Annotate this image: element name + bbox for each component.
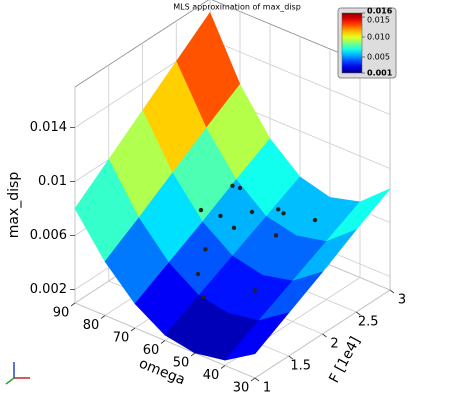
sample-point — [273, 233, 279, 238]
axis-triad — [5, 362, 30, 385]
chart-title: MLS approximation of max_disp — [173, 3, 301, 12]
tick-mark — [130, 327, 136, 332]
x-tick-label: 30 — [233, 381, 250, 396]
tick-mark — [250, 377, 256, 382]
sample-point — [201, 294, 206, 300]
sample-point — [312, 217, 318, 223]
x-tick-label: 50 — [173, 356, 190, 371]
sample-point — [249, 209, 255, 215]
z-tick-label: 0.01 — [38, 174, 67, 189]
z-tick-label: 0.002 — [30, 282, 67, 297]
z-tick-label: 0.014 — [30, 120, 67, 135]
x-tick-label: 90 — [53, 306, 70, 321]
y-tick-label: 1 — [263, 381, 271, 396]
colorbar-label: 0.015 — [367, 16, 390, 25]
z-axis-label: max_disp — [6, 172, 22, 239]
tick-mark — [160, 340, 166, 344]
tick-mark — [322, 333, 327, 338]
colorbar-label: 0.001 — [367, 69, 393, 78]
z-tick-label: 0.006 — [30, 228, 67, 243]
x-tick-label: 60 — [143, 343, 160, 358]
sample-point — [195, 271, 201, 277]
tick-mark — [254, 377, 260, 382]
sample-point — [198, 207, 204, 213]
sample-point — [276, 207, 281, 212]
sample-point — [252, 288, 258, 293]
colorbar — [341, 12, 363, 74]
colorbar-label: 0.016 — [367, 7, 393, 16]
sample-point — [281, 211, 286, 216]
colorbar-label: 0.005 — [367, 53, 390, 62]
sample-point — [218, 213, 223, 219]
surface-patch — [224, 312, 290, 361]
surface — [74, 11, 391, 361]
y-tick-label: 1.5 — [290, 359, 311, 374]
tick-mark — [356, 311, 361, 316]
x-tick-label: 70 — [113, 331, 130, 346]
x-tick-label: 80 — [83, 318, 100, 333]
x-tick-label: 40 — [203, 368, 220, 383]
tick-mark — [190, 352, 196, 357]
sample-point — [237, 185, 243, 191]
tick-mark — [389, 289, 395, 294]
colorbar-label: 0.010 — [367, 33, 390, 42]
y-tick-label: 3 — [398, 293, 406, 308]
y-tick-label: 2.5 — [358, 315, 379, 330]
sample-point — [203, 247, 208, 252]
sample-point — [231, 225, 237, 231]
tick-mark — [70, 302, 76, 307]
tick-mark — [288, 355, 293, 360]
sample-point — [230, 183, 235, 188]
tick-mark — [100, 315, 106, 319]
tick-mark — [220, 365, 226, 369]
y-tick-label: 2 — [330, 337, 338, 352]
